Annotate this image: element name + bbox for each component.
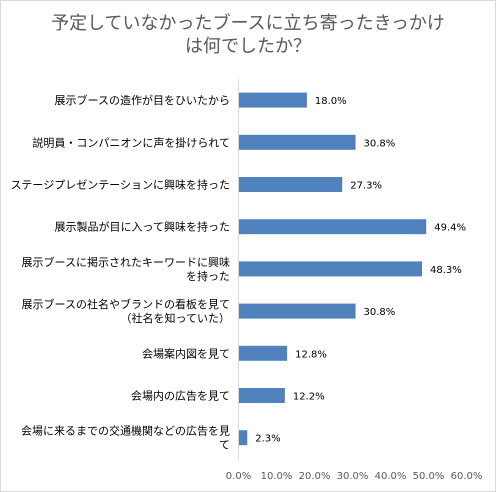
category-label: 展示製品が目に入って興味を持った — [55, 220, 230, 234]
data-label: 18.0% — [315, 96, 347, 107]
category-labels: 展示ブースの造作が目をひいたから説明員・コンパニオンに声を掛けられてステージプレ… — [10, 93, 230, 452]
category-label: （社名を知っていた） — [121, 311, 230, 325]
bar — [239, 134, 356, 150]
data-label: 27.3% — [350, 181, 382, 192]
category-label: 説明員・コンパニオンに声を掛けられて — [32, 135, 230, 149]
data-label: 2.3% — [255, 434, 280, 445]
data-label: 12.2% — [293, 392, 325, 403]
x-tick-label: 60.0% — [451, 471, 483, 482]
bar — [239, 303, 356, 319]
x-tick-label: 30.0% — [337, 471, 369, 482]
data-label: 12.8% — [295, 349, 327, 360]
x-tick-label: 20.0% — [299, 471, 331, 482]
category-label: 会場に来るまでの交通機関などの広告を見 — [21, 424, 230, 438]
chart-title-line: は何でしたか？ — [185, 36, 311, 57]
x-tick-label: 10.0% — [261, 471, 293, 482]
category-label: 会場案内図を見て — [142, 346, 230, 360]
bar — [239, 430, 248, 446]
category-label: て — [219, 439, 230, 452]
chart-title-line: 予定していなかったブースに立ち寄ったきっかけ — [51, 12, 445, 34]
data-label: 30.8% — [364, 307, 396, 318]
data-label: 49.4% — [434, 223, 466, 234]
category-label: ステージプレゼンテーションに興味を持った — [10, 178, 230, 192]
category-label: 会場内の広告を見て — [131, 389, 230, 403]
bar — [239, 261, 423, 277]
category-label: を持った — [186, 269, 230, 283]
category-label: 展示ブースに掲示されたキーワードに興味 — [22, 255, 230, 269]
bar — [239, 219, 427, 235]
category-label: 展示ブースの造作が目をひいたから — [55, 93, 230, 107]
bar — [239, 177, 343, 192]
x-tick-label: 0.0% — [226, 471, 251, 482]
bar — [239, 92, 307, 108]
data-label: 30.8% — [364, 138, 396, 149]
data-label: 48.3% — [430, 265, 462, 276]
bar — [239, 345, 288, 361]
bars — [239, 92, 427, 446]
bar — [239, 388, 285, 403]
category-label: 展示ブースの社名やブランドの看板を見て — [22, 297, 230, 311]
x-axis-ticks: 0.0% 10.0% 20.0% 30.0% 40.0% 50.0% 60.0% — [226, 471, 483, 482]
value-labels: 18.0% 30.8% 27.3% 49.4% 48.3% 30.8% 12.8% 12.2%… — [255, 96, 466, 445]
x-tick-label: 40.0% — [375, 471, 407, 482]
x-tick-label: 50.0% — [413, 471, 445, 482]
